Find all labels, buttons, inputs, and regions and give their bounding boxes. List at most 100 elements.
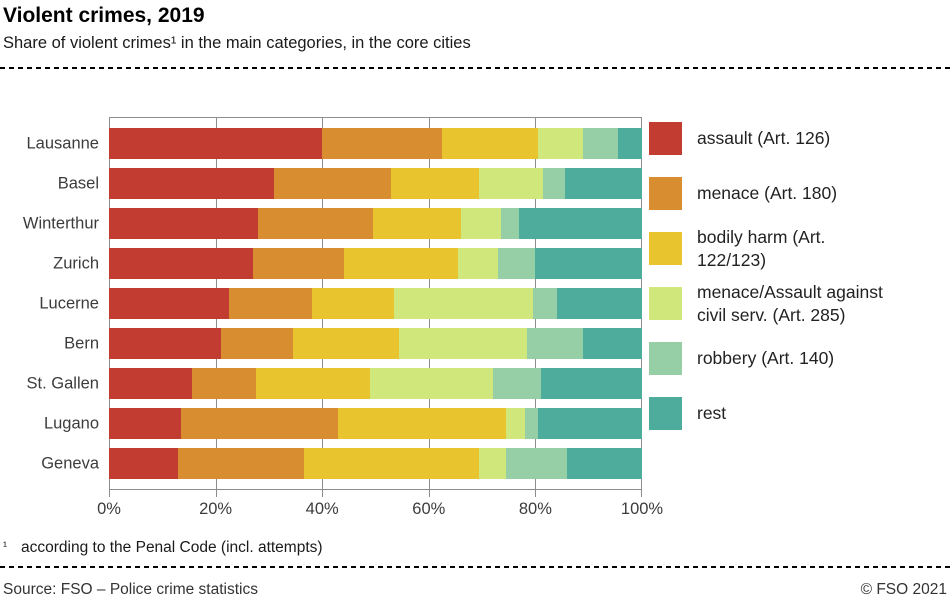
axis-tick-mark <box>322 490 324 497</box>
bar-segment <box>506 448 568 479</box>
bar-segment <box>583 328 642 359</box>
bar-segment <box>540 368 642 399</box>
axis-tick-label: 40% <box>305 500 339 518</box>
bar-row: Winterthur <box>23 208 642 239</box>
source-text: Source: FSO – Police crime statistics <box>3 581 258 598</box>
legend-swatch <box>649 397 682 430</box>
bar-row: Lucerne <box>39 288 642 319</box>
legend-label: menace/Assault against civil serv. (Art. … <box>697 281 883 327</box>
category-label: Geneva <box>41 454 99 472</box>
category-label: Zurich <box>53 254 99 272</box>
legend-label-line: robbery (Art. 140) <box>697 348 835 368</box>
bar-segment <box>338 408 507 439</box>
legend-label: robbery (Art. 140) <box>697 347 834 370</box>
x-axis: 0% 20% 40% 60% 80% 100% <box>97 490 663 520</box>
copyright-text: © FSO 2021 <box>860 581 947 598</box>
bar-segment <box>442 128 539 159</box>
legend-item: bodily harm (Art. 122/123) <box>649 227 941 270</box>
legend-item: assault (Art. 126) <box>649 122 941 155</box>
legend-label-line: civil serv. (Art. 285) <box>697 304 846 325</box>
bar-row: St. Gallen <box>27 368 642 399</box>
axis-tick-label: 80% <box>518 500 552 518</box>
bar-segment <box>564 168 642 199</box>
bar-segment <box>500 208 520 239</box>
bar-segment <box>252 248 344 279</box>
bar-segment <box>535 248 642 279</box>
bar-segment <box>460 208 501 239</box>
bar-segment <box>220 328 293 359</box>
bar-segment <box>109 128 323 159</box>
footnote-marker: ¹ <box>3 539 7 553</box>
bottom-divider <box>0 566 950 568</box>
bar-segment <box>391 168 480 199</box>
footnote: ¹ according to the Penal Code (incl. atte… <box>0 539 950 557</box>
footnote-text: according to the Penal Code (incl. attem… <box>21 539 323 556</box>
legend-label-line: 122/123) <box>697 249 767 270</box>
footer: Source: FSO – Police crime statistics © … <box>0 568 950 599</box>
category-label: Winterthur <box>22 214 99 232</box>
bar-segment <box>180 408 339 439</box>
axis-tick-label: 60% <box>412 500 446 518</box>
legend-item: robbery (Art. 140) <box>649 342 941 375</box>
legend-swatch <box>649 177 682 210</box>
axis-tick-mark <box>428 490 430 497</box>
legend-label: menace (Art. 180) <box>697 182 837 205</box>
bar-segment <box>109 248 253 279</box>
legend-label-line: assault (Art. 126) <box>697 128 831 148</box>
bar-segment <box>109 168 275 199</box>
bar-segment <box>617 128 642 159</box>
legend-label: assault (Art. 126) <box>697 127 830 150</box>
bar-segment <box>109 328 221 359</box>
bar-segment <box>311 288 395 319</box>
bar-row: Lugano <box>44 408 642 439</box>
legend-item: menace (Art. 180) <box>649 177 941 210</box>
bar-segment <box>524 408 539 439</box>
axis-tick-mark <box>535 490 537 497</box>
bar-segment <box>109 368 192 399</box>
bar-segment <box>583 128 618 159</box>
bar-segment <box>532 288 557 319</box>
category-label: Lausanne <box>26 134 100 152</box>
legend-label: rest <box>697 402 726 425</box>
bar-segment <box>458 248 499 279</box>
axis-tick-mark <box>641 490 642 497</box>
bar-segment <box>303 448 480 479</box>
bar-row: Basel <box>58 168 642 199</box>
legend-swatch <box>649 287 682 320</box>
plot-area: Lausanne Basel Winterthur Zurich Lucerne Bern… <box>23 117 642 490</box>
bar-segment <box>178 448 304 479</box>
legend-swatch <box>649 342 682 375</box>
bar-segment <box>527 328 584 359</box>
bar-segment <box>109 208 259 239</box>
axis-tick-label: 0% <box>97 500 121 518</box>
bar-segment <box>343 248 459 279</box>
bar-segment <box>479 448 507 479</box>
bar-row: Geneva <box>41 448 642 479</box>
legend: assault (Art. 126) menace (Art. 180) bodil… <box>649 122 941 452</box>
legend-item: rest <box>649 397 941 430</box>
bar-segment <box>538 408 642 439</box>
bar-segment <box>538 128 584 159</box>
bar-segment <box>255 368 371 399</box>
legend-swatch <box>649 122 682 155</box>
bar-segment <box>543 168 565 199</box>
bar-segment <box>109 448 179 479</box>
legend-label-line: rest <box>697 403 727 423</box>
bar-segment <box>322 128 443 159</box>
legend-item: menace/Assault against civil serv. (Art. … <box>649 282 941 325</box>
bar-row: Zurich <box>53 248 642 279</box>
bar-segment <box>498 248 536 279</box>
legend-label-line: menace (Art. 180) <box>697 183 838 203</box>
bar-segment <box>274 168 392 199</box>
bar-row: Bern <box>64 328 642 359</box>
legend-swatch <box>649 232 682 265</box>
bar-rows: Lausanne Basel Winterthur Zurich Lucerne Bern… <box>23 128 642 479</box>
bar-segment <box>506 408 525 439</box>
category-label: Lucerne <box>39 294 99 312</box>
bar-segment <box>479 168 544 199</box>
bar-segment <box>567 448 642 479</box>
bar-segment <box>372 208 461 239</box>
axis-tick-label: 100% <box>620 500 664 518</box>
bar-segment <box>292 328 400 359</box>
